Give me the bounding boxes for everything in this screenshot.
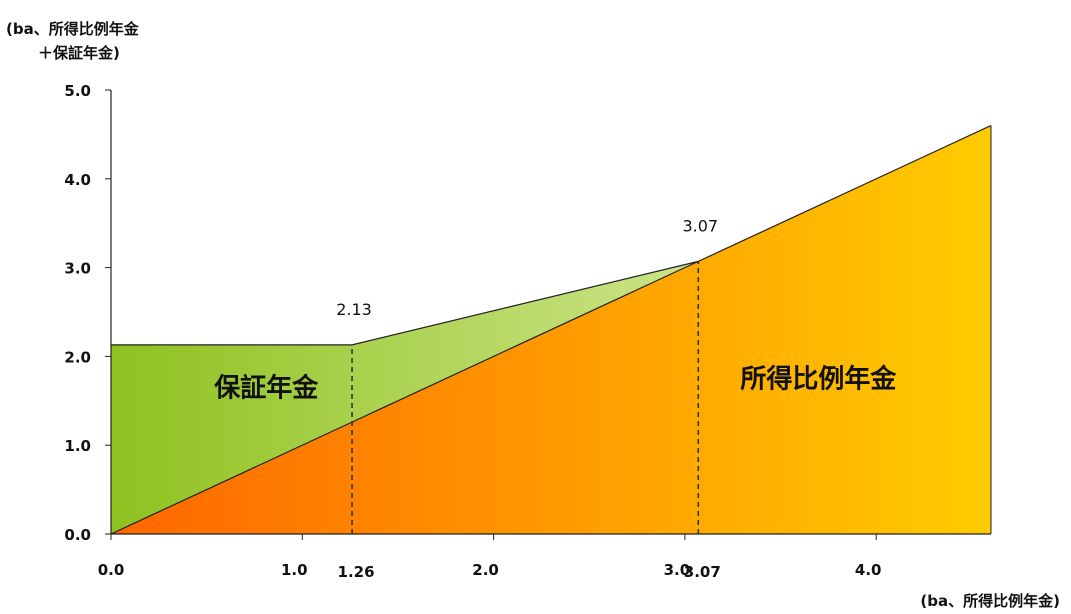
x-extra-label: 3.07: [684, 563, 721, 581]
point-annotation: 3.07: [682, 216, 718, 235]
x-tick-label: 4.0: [855, 561, 882, 579]
income-line: [110, 124, 992, 535]
region-label-income: 所得比例年金: [740, 363, 897, 394]
y-axis-label-line-2: ＋保証年金): [38, 44, 120, 62]
x-extra-label: 1.26: [338, 563, 375, 581]
x-tick-label: 2.0: [472, 561, 499, 579]
x-tick-label: 0.0: [98, 561, 125, 579]
region-label-guarantee: 保証年金: [213, 372, 319, 403]
plot-area: 0.0 1.0 2.0 3.0 4.0 5.0 0.0 1.0 2.0 3.0 4.0 1.26 3.0…: [64, 82, 992, 581]
y-tick-label: 5.0: [64, 82, 91, 100]
x-tick-label: 3.0: [664, 561, 691, 579]
y-tick-label: 0.0: [64, 526, 91, 544]
x-axis-label: (ba、所得比例年金): [920, 592, 1060, 610]
y-tick-label: 1.0: [64, 437, 91, 455]
point-annotation: 2.13: [336, 300, 372, 319]
y-tick-label: 2.0: [64, 348, 91, 366]
x-tick-label: 1.0: [281, 561, 308, 579]
y-tick-label: 4.0: [64, 171, 91, 189]
y-axis-label-line-1: (ba、所得比例年金: [6, 20, 140, 38]
y-tick-label: 3.0: [64, 260, 91, 278]
